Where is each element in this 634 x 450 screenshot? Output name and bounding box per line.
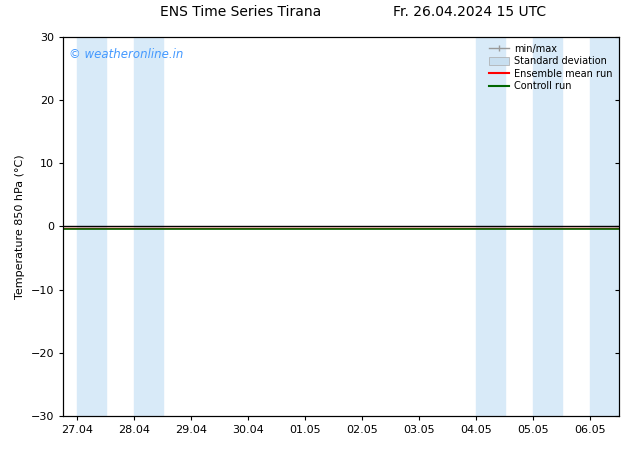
Text: Fr. 26.04.2024 15 UTC: Fr. 26.04.2024 15 UTC (392, 4, 546, 18)
Bar (477, 37, 505, 416)
Y-axis label: Temperature 850 hPa (°C): Temperature 850 hPa (°C) (15, 154, 25, 299)
Legend: min/max, Standard deviation, Ensemble mean run, Controll run: min/max, Standard deviation, Ensemble me… (488, 42, 614, 93)
Bar (533, 37, 562, 416)
Bar (77, 37, 106, 416)
Text: ENS Time Series Tirana: ENS Time Series Tirana (160, 4, 321, 18)
Text: © weatheronline.in: © weatheronline.in (68, 48, 183, 61)
Bar (134, 37, 163, 416)
Bar (590, 37, 619, 416)
